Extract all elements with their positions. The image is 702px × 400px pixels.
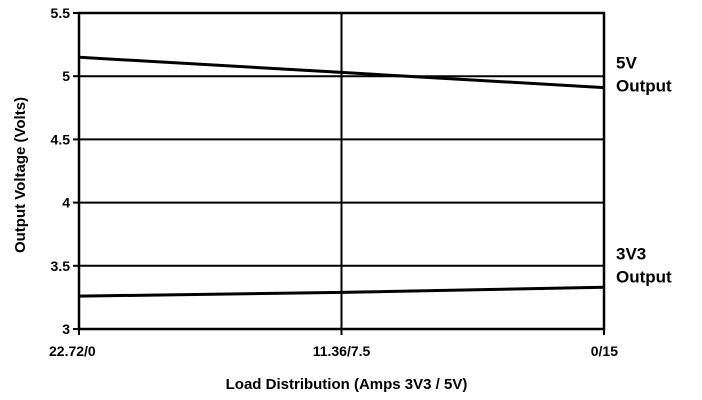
x-tick-label: 0/15 xyxy=(591,343,618,359)
y-tick-labels: 3 3.5 4 4.5 5 5.5 xyxy=(51,5,71,337)
y-tick-label: 5.5 xyxy=(51,5,71,21)
x-tick-label: 11.36/7.5 xyxy=(313,343,371,359)
series-label-1: 3V3 Output xyxy=(616,244,672,286)
x-tick-label: 22.72/0 xyxy=(49,343,96,359)
series-label-line: Output xyxy=(616,267,672,286)
series-label-0: 5V Output xyxy=(616,54,672,96)
y-tick-label: 5 xyxy=(62,68,70,84)
y-tick-label: 4 xyxy=(62,195,70,211)
plot-frame xyxy=(77,11,606,331)
series-label-line: 5V xyxy=(616,54,637,73)
y-tick-label: 3 xyxy=(62,321,70,337)
series-label-line: Output xyxy=(616,77,672,96)
y-tick-label: 4.5 xyxy=(51,131,71,147)
x-tick-labels: 22.72/0 11.36/7.5 0/15 xyxy=(49,343,618,359)
series-label-line: 3V3 xyxy=(616,244,646,263)
y-axis-title: Output Voltage (Volts) xyxy=(12,97,29,253)
series-labels: 5V Output 3V3 Output xyxy=(616,54,672,287)
y-tick-label: 3.5 xyxy=(51,258,71,274)
x-axis-title: Load Distribution (Amps 3V3 / 5V) xyxy=(226,376,468,393)
plot-border xyxy=(77,11,606,331)
